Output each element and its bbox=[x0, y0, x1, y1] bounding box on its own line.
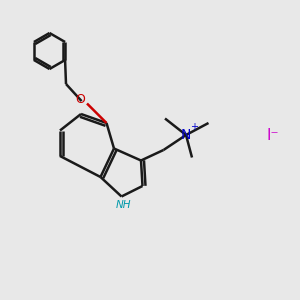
Text: +: + bbox=[190, 122, 198, 132]
Text: O: O bbox=[76, 93, 85, 106]
Text: I⁻: I⁻ bbox=[267, 128, 279, 142]
Text: NH: NH bbox=[115, 200, 131, 211]
Text: N: N bbox=[181, 128, 191, 142]
